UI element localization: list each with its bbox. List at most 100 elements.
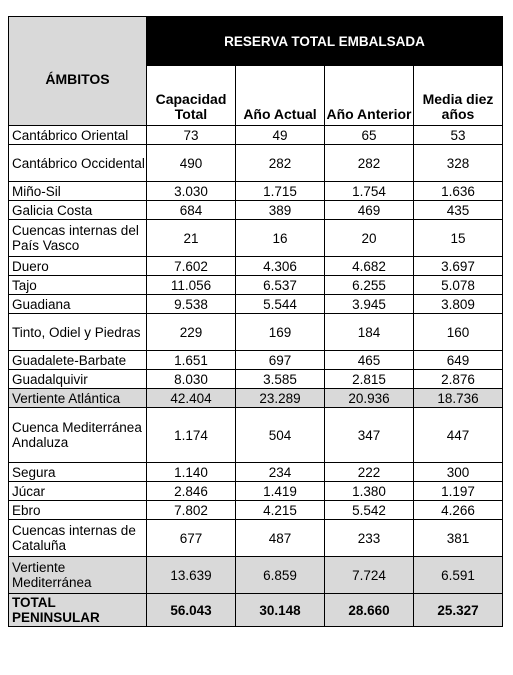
row-value: 4.266 — [412, 500, 504, 520]
row-value: 2.846 — [146, 481, 236, 501]
row-value: 1.174 — [146, 407, 236, 463]
row-value: 169 — [235, 313, 325, 351]
row-value: 25.327 — [412, 593, 504, 627]
row-value: 53 — [412, 125, 504, 145]
row-label: Tajo — [8, 275, 147, 295]
row-value: 7.602 — [146, 256, 236, 276]
row-value: 7.802 — [146, 500, 236, 520]
row-value: 184 — [324, 313, 414, 351]
row-value: 16 — [235, 219, 325, 257]
table-row: Cuenca Mediterránea Andaluza 1.174 504 347 4… — [8, 407, 504, 463]
row-label: Cantábrico Occidental — [8, 144, 147, 182]
row-value: 4.306 — [235, 256, 325, 276]
table-row: Cuencas internas de Cataluña 677 487 233 381 — [8, 519, 504, 557]
row-value: 65 — [324, 125, 414, 145]
row-value: 1.754 — [324, 181, 414, 201]
row-label: Miño-Sil — [8, 181, 147, 201]
row-label: Guadalquivir — [8, 369, 147, 389]
row-value: 1.419 — [235, 481, 325, 501]
row-value: 490 — [146, 144, 236, 182]
row-value: 1.651 — [146, 350, 236, 370]
row-value: 1.140 — [146, 462, 236, 482]
row-value: 3.030 — [146, 181, 236, 201]
row-value: 328 — [412, 144, 504, 182]
row-label: Cuencas internas del País Vasco — [8, 219, 147, 257]
row-value: 8.030 — [146, 369, 236, 389]
table-row: Galicia Costa 684 389 469 435 — [8, 200, 504, 220]
row-value: 5.544 — [235, 294, 325, 314]
row-value: 1.197 — [412, 481, 504, 501]
row-value: 684 — [146, 200, 236, 220]
row-value: 381 — [412, 519, 504, 557]
header-reserva-total: RESERVA TOTAL EMBALSADA — [145, 16, 504, 66]
row-value: 20 — [324, 219, 414, 257]
row-value: 7.724 — [324, 556, 414, 594]
row-value: 233 — [324, 519, 414, 557]
table-row: Guadiana 9.538 5.544 3.945 3.809 — [8, 294, 504, 314]
header-capacidad-total: Capacidad Total — [146, 65, 236, 126]
row-value: 21 — [146, 219, 236, 257]
row-value: 3.809 — [412, 294, 504, 314]
header-ano-anterior: Año Anterior — [324, 65, 414, 126]
row-value: 2.815 — [324, 369, 414, 389]
row-value: 28.660 — [324, 593, 414, 627]
row-value: 11.056 — [146, 275, 236, 295]
row-label: Júcar — [8, 481, 147, 501]
row-value: 3.945 — [324, 294, 414, 314]
row-value: 15 — [412, 219, 504, 257]
row-value: 1.380 — [324, 481, 414, 501]
row-label: Vertiente Mediterránea — [8, 556, 147, 594]
row-value: 6.255 — [324, 275, 414, 295]
row-value: 30.148 — [235, 593, 325, 627]
row-label: Vertiente Atlántica — [8, 388, 147, 408]
row-label: Guadiana — [8, 294, 147, 314]
row-value: 13.639 — [146, 556, 236, 594]
row-value: 1.636 — [412, 181, 504, 201]
row-value: 677 — [146, 519, 236, 557]
row-value: 23.289 — [235, 388, 325, 408]
reservoir-table: ÁMBITOS RESERVA TOTAL EMBALSADA Capacida… — [8, 16, 504, 627]
row-label: TOTAL PENINSULAR — [8, 593, 147, 627]
table-row: Guadalete-Barbate 1.651 697 465 649 — [8, 350, 504, 370]
row-value: 2.876 — [412, 369, 504, 389]
subtotal-row: Vertiente Mediterránea 13.639 6.859 7.724 6.… — [8, 556, 504, 594]
row-label: Guadalete-Barbate — [8, 350, 147, 370]
table-body: Cantábrico Oriental 73 49 65 53 Cantábrico Oc… — [8, 125, 504, 627]
row-label: Ebro — [8, 500, 147, 520]
subtotal-row: Vertiente Atlántica 42.404 23.289 20.936 18.… — [8, 388, 504, 408]
header-ambitos: ÁMBITOS — [8, 16, 147, 126]
table-row: Duero 7.602 4.306 4.682 3.697 — [8, 256, 504, 276]
row-value: 6.859 — [235, 556, 325, 594]
row-value: 697 — [235, 350, 325, 370]
row-value: 160 — [412, 313, 504, 351]
row-value: 465 — [324, 350, 414, 370]
row-value: 347 — [324, 407, 414, 463]
row-value: 6.591 — [412, 556, 504, 594]
row-value: 282 — [235, 144, 325, 182]
row-value: 18.736 — [412, 388, 504, 408]
row-value: 1.715 — [235, 181, 325, 201]
row-value: 469 — [324, 200, 414, 220]
row-value: 73 — [146, 125, 236, 145]
row-value: 229 — [146, 313, 236, 351]
table-row: Segura 1.140 234 222 300 — [8, 462, 504, 482]
table-row: Tinto, Odiel y Piedras 229 169 184 160 — [8, 313, 504, 351]
table-row: Miño-Sil 3.030 1.715 1.754 1.636 — [8, 181, 504, 201]
row-value: 49 — [235, 125, 325, 145]
table-row: Cantábrico Oriental 73 49 65 53 — [8, 125, 504, 145]
row-value: 487 — [235, 519, 325, 557]
row-value: 282 — [324, 144, 414, 182]
row-value: 5.078 — [412, 275, 504, 295]
row-label: Tinto, Odiel y Piedras — [8, 313, 147, 351]
table-row: Cuencas internas del País Vasco 21 16 20 15 — [8, 219, 504, 257]
header-ano-actual: Año Actual — [235, 65, 325, 126]
row-value: 435 — [412, 200, 504, 220]
row-value: 300 — [412, 462, 504, 482]
row-value: 42.404 — [146, 388, 236, 408]
table-row: Guadalquivir 8.030 3.585 2.815 2.876 — [8, 369, 504, 389]
table-row: Ebro 7.802 4.215 5.542 4.266 — [8, 500, 504, 520]
total-row: TOTAL PENINSULAR 56.043 30.148 28.660 25.327 — [8, 593, 504, 627]
row-value: 3.697 — [412, 256, 504, 276]
row-value: 389 — [235, 200, 325, 220]
row-value: 3.585 — [235, 369, 325, 389]
